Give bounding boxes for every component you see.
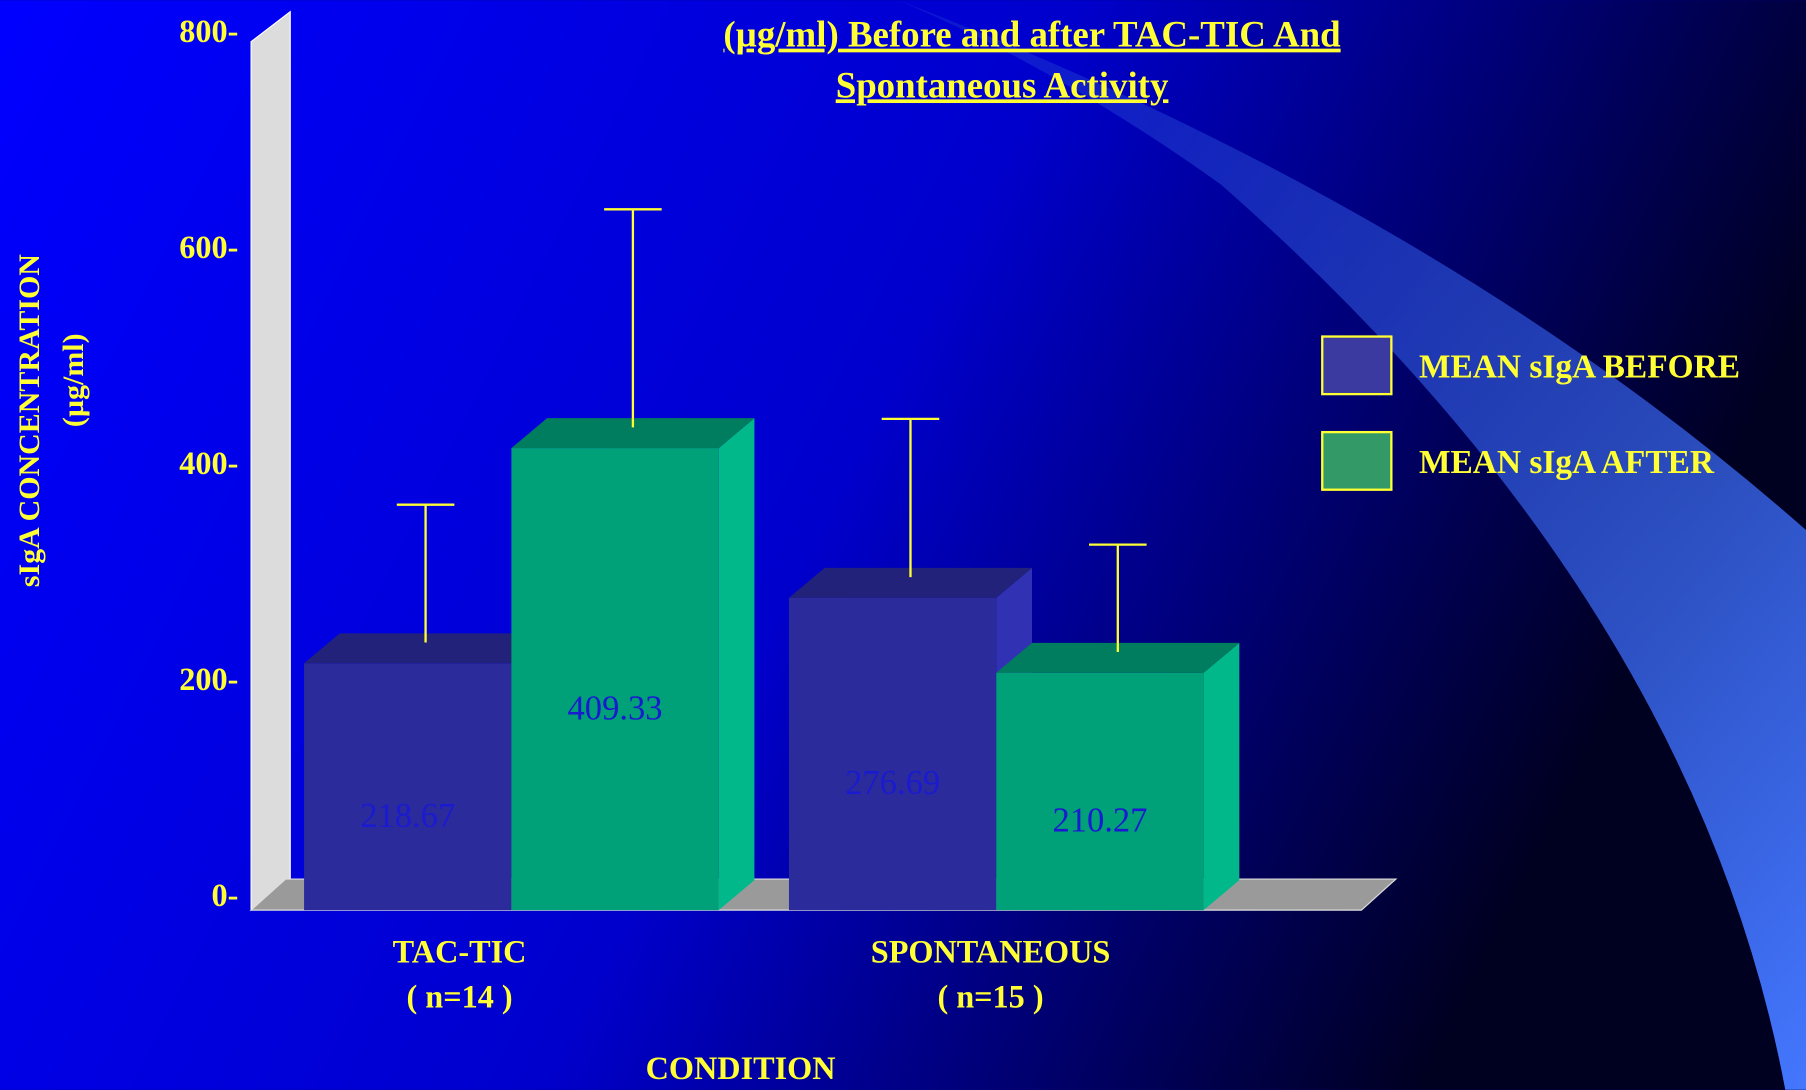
x-tick-label: SPONTANEOUS <box>871 933 1111 969</box>
plot: 218.67 276.69 409.33 210.27 <box>304 208 1240 911</box>
legend-swatch <box>1321 335 1393 396</box>
chart-title: Spontaneous Activity <box>836 64 1169 105</box>
y-tick-label: 200- <box>179 661 238 697</box>
x-tick-label: TAC-TIC <box>393 933 527 969</box>
bar-top <box>511 418 755 449</box>
y-tick-label: 600- <box>179 229 238 265</box>
bar-top <box>788 567 1032 598</box>
x-tick-label: ( n=14 ) <box>406 978 512 1014</box>
value-label: 276.69 <box>845 764 940 802</box>
bar <box>304 663 512 911</box>
value-label: 409.33 <box>568 689 663 727</box>
bar-top <box>996 642 1240 673</box>
y-tick-label: 0- <box>212 877 239 913</box>
y-axis-title: sIgA CONCENTRATION <box>13 254 46 587</box>
value-label: 218.67 <box>360 797 455 835</box>
chart-title: (µg/ml) Before and after TAC-TIC And <box>723 14 1341 55</box>
legend-label: MEAN sIgA BEFORE <box>1419 349 1740 386</box>
legend-swatch <box>1321 430 1393 491</box>
y-tick-label: 400- <box>179 445 238 481</box>
value-label: 210.27 <box>1052 802 1147 840</box>
bar <box>788 597 997 911</box>
bar <box>996 672 1204 911</box>
x-axis-title: CONDITION <box>646 1050 836 1086</box>
bar-top <box>304 633 548 664</box>
swoosh <box>898 0 1806 1090</box>
y-axis-title: (µg/ml) <box>57 333 90 427</box>
bar-side <box>1203 642 1240 911</box>
back-wall <box>250 10 291 912</box>
x-tick-label: ( n=15 ) <box>937 978 1043 1014</box>
legend-label: MEAN sIgA AFTER <box>1419 444 1715 481</box>
y-tick-label: 800- <box>179 13 238 49</box>
bar <box>511 448 719 911</box>
bar-side <box>718 418 755 911</box>
